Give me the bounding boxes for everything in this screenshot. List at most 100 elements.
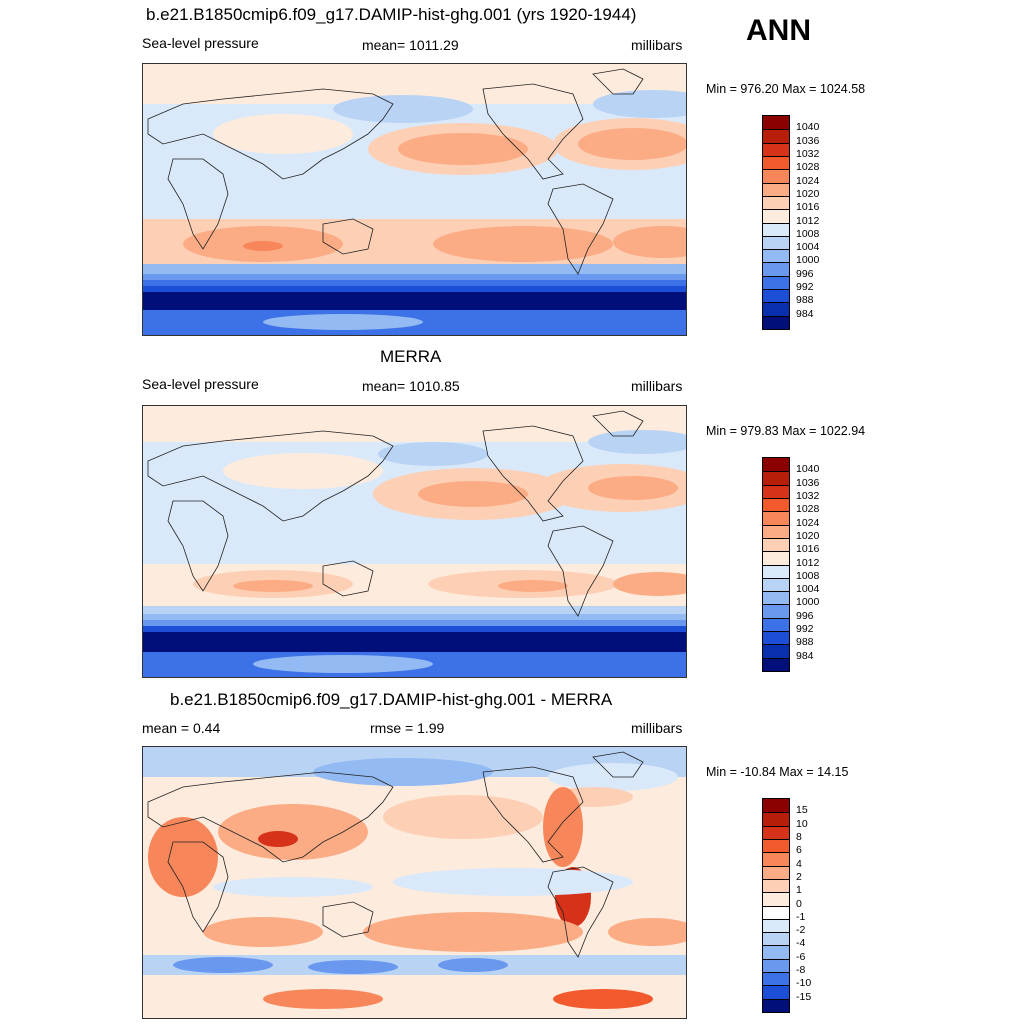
colorbar-tick-label: 1020 xyxy=(796,187,820,200)
colorbar-segment xyxy=(763,209,789,223)
colorbar-tick-label: 10 xyxy=(796,817,808,830)
colorbar-tick-label: 1020 xyxy=(796,529,820,542)
panel-2-variable-label: Sea-level pressure xyxy=(142,376,259,392)
colorbar-segment xyxy=(763,958,789,973)
colorbar-segment xyxy=(763,142,789,156)
colorbar-segment xyxy=(763,169,789,183)
panel-3-title: b.e21.B1850cmip6.f09_g17.DAMIP-hist-ghg.… xyxy=(170,690,613,709)
colorbar-tick-label: 984 xyxy=(796,649,814,662)
colorbar-segment xyxy=(763,918,789,933)
colorbar-segment xyxy=(763,617,789,632)
panel-3-rmse-label: rmse = 1.99 xyxy=(370,720,445,736)
colorbar-tick-label: 1016 xyxy=(796,543,820,556)
colorbar-segment xyxy=(763,116,789,130)
colorbar-segment xyxy=(763,812,789,826)
panel-3-map xyxy=(142,746,687,1019)
colorbar-tick-label: 1012 xyxy=(796,214,820,227)
southern-ocean-negative-band xyxy=(143,955,686,975)
colorbar-segment xyxy=(763,289,789,303)
tibet-positive-core xyxy=(258,831,298,847)
africa-positive xyxy=(148,817,218,897)
colorbar-segment xyxy=(763,471,789,485)
coastlines xyxy=(147,410,644,617)
north-pacific-positive xyxy=(383,795,543,839)
colorbar-box xyxy=(762,115,790,330)
colorbar-tick-label: -2 xyxy=(796,924,806,937)
south-atlantic-high xyxy=(613,572,686,596)
colorbar-segment xyxy=(763,892,789,906)
season-label: ANN xyxy=(746,14,811,47)
colorbar-segment xyxy=(763,852,789,866)
panel-2-map xyxy=(142,405,687,678)
panel-3-minmax: Min = -10.84 Max = 14.15 xyxy=(706,765,849,779)
colorbar-tick-label: 15 xyxy=(796,804,808,817)
panel-2-title: MERRA xyxy=(380,347,442,366)
siberian-high xyxy=(213,114,353,154)
colorbar-segment xyxy=(763,262,789,276)
southern-ocean-negative-2 xyxy=(308,960,398,974)
colorbar-segment xyxy=(763,551,789,565)
colorbar-tick-label: 992 xyxy=(796,281,814,294)
indian-ocean-high-core xyxy=(243,241,283,251)
colorbar-tick-label: 1032 xyxy=(796,489,820,502)
colorbar-segment xyxy=(763,838,789,853)
colorbar-tick-label: -6 xyxy=(796,950,806,963)
south-atlantic-high xyxy=(613,226,686,258)
colorbar-tick-label: -10 xyxy=(796,977,812,990)
colorbar-segment xyxy=(763,249,789,263)
band-996 xyxy=(143,620,686,628)
colorbar-segment xyxy=(763,275,789,290)
band-988 xyxy=(143,286,686,296)
colorbar-segment xyxy=(763,315,789,329)
colorbar-tick-label: 1028 xyxy=(796,161,820,174)
colorbar-tick-label: 1032 xyxy=(796,147,820,160)
north-pacific-high xyxy=(398,133,528,165)
colorbar-tick-label: -1 xyxy=(796,910,806,923)
colorbar-segment xyxy=(763,524,789,538)
south-pacific-high xyxy=(433,226,613,262)
siberian-high xyxy=(223,453,383,489)
colorbar-tick-label: 4 xyxy=(796,857,802,870)
colorbar-segment xyxy=(763,511,789,525)
colorbar-tick-label: -8 xyxy=(796,964,806,977)
tropical-indian-negative xyxy=(213,877,373,897)
azores-high xyxy=(578,128,686,160)
colorbar-box xyxy=(762,457,790,672)
colorbar-tick-label: 0 xyxy=(796,897,802,910)
panel-2-minmax: Min = 979.83 Max = 1022.94 xyxy=(706,424,866,438)
colorbar-segment xyxy=(763,591,789,605)
band-1000 xyxy=(143,614,686,624)
colorbar-tick-label: 1040 xyxy=(796,121,820,134)
south-pacific-positive xyxy=(363,912,583,952)
panel-1-units-label: millibars xyxy=(631,37,683,53)
colorbar-tick-label: 996 xyxy=(796,609,814,622)
colorbar-segment xyxy=(763,825,789,839)
colorbar-segment xyxy=(763,302,789,316)
colorbar-segment xyxy=(763,998,789,1012)
south-atlantic-positive xyxy=(608,918,686,946)
band-992 xyxy=(143,280,686,288)
colorbar-segment xyxy=(763,577,789,592)
colorbar-segment xyxy=(763,235,789,250)
rockies-positive xyxy=(543,787,583,867)
colorbar-tick-label: 988 xyxy=(796,294,814,307)
colorbar-segment xyxy=(763,155,789,170)
asia-positive xyxy=(218,804,368,860)
colorbar-tick-label: 6 xyxy=(796,844,802,857)
antarctic-positive xyxy=(263,989,383,1009)
colorbar-tick-label: 992 xyxy=(796,623,814,636)
colorbar-segment xyxy=(763,458,789,472)
band-988 xyxy=(143,626,686,636)
colorbar-segment xyxy=(763,878,789,893)
colorbar-tick-label: -4 xyxy=(796,937,806,950)
aleutian-low xyxy=(378,442,488,466)
colorbar-tick-label: 1 xyxy=(796,884,802,897)
colorbar-tick-label: 1028 xyxy=(796,503,820,516)
colorbar-tick-label: 2 xyxy=(796,870,802,883)
colorbar-segment xyxy=(763,195,789,210)
indian-ocean-high xyxy=(233,580,313,592)
panel-3-units-label: millibars xyxy=(631,720,683,736)
antarctic-high xyxy=(263,314,423,330)
colorbar-tick-label: 1024 xyxy=(796,174,820,187)
colorbar-segment xyxy=(763,222,789,236)
